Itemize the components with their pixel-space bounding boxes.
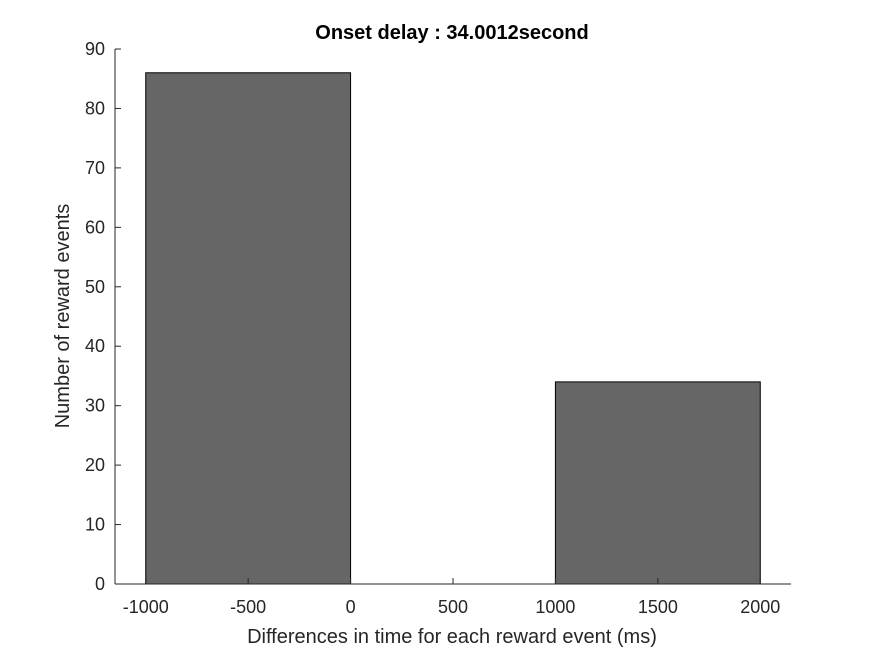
x-axis-label: Differences in time for each reward even… <box>247 626 657 648</box>
y-tick-label-6: 60 <box>85 217 105 237</box>
x-tick-label-4: 1000 <box>535 597 575 617</box>
labels-layer: Onset delay : 34.0012second Differences … <box>52 22 657 648</box>
x-tick-label-0: -1000 <box>123 597 169 617</box>
x-tick-label-3: 500 <box>438 597 468 617</box>
y-tick-label-7: 70 <box>85 158 105 178</box>
y-tick-label-8: 80 <box>85 98 105 118</box>
histogram-bar-0 <box>145 72 352 585</box>
bars-layer <box>145 72 761 585</box>
histogram-bar-2 <box>554 381 761 585</box>
x-tick-label-5: 1500 <box>638 597 678 617</box>
x-tick-label-1: -500 <box>230 597 266 617</box>
axes-layer: -1000 -500 0 500 1000 1500 2000 0 10 20 30 40 50 60 70… <box>85 39 791 617</box>
y-tick-label-0: 0 <box>95 574 105 594</box>
y-tick-label-2: 20 <box>85 455 105 475</box>
y-tick-label-3: 30 <box>85 396 105 416</box>
y-tick-label-4: 40 <box>85 336 105 356</box>
chart-title: Onset delay : 34.0012second <box>315 22 588 44</box>
x-tick-label-2: 0 <box>346 597 356 617</box>
y-tick-label-5: 50 <box>85 277 105 297</box>
x-tick-label-6: 2000 <box>740 597 780 617</box>
y-tick-label-1: 10 <box>85 515 105 535</box>
y-axis-label: Number of reward events <box>52 204 74 429</box>
y-tick-label-9: 90 <box>85 39 105 59</box>
